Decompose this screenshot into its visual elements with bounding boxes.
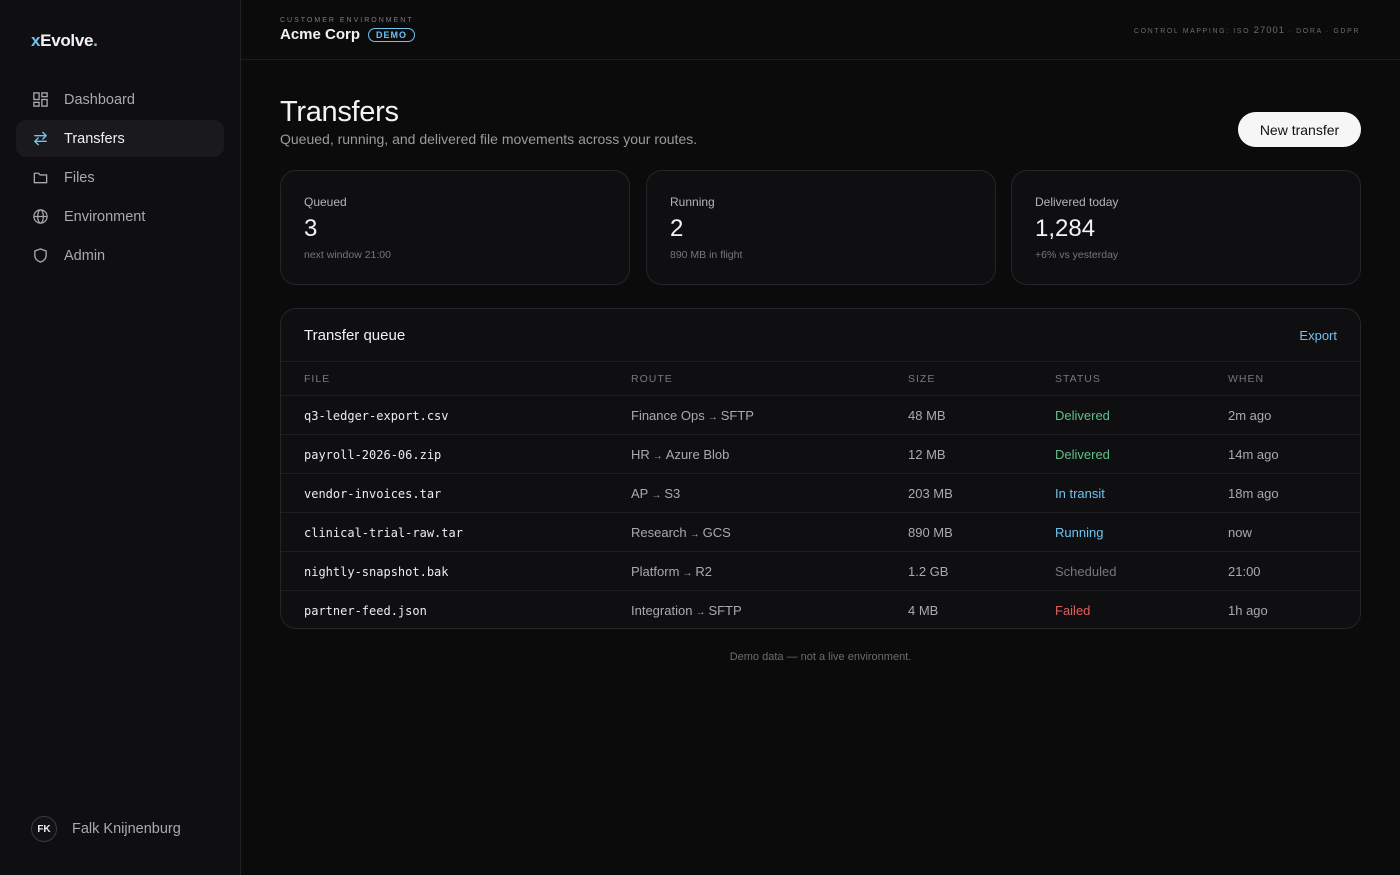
stat-note: +6% vs yesterday [1035,249,1119,261]
route: Finance Ops → SFTP [631,408,754,423]
control-mapping: Control mapping: ISO 27001 · DORA · GDPR [1133,25,1360,36]
sidebar-item-label: Transfers [64,130,125,147]
column-header-status[interactable]: Status [1055,373,1101,385]
timestamp: 2m ago [1228,408,1272,423]
timestamp: 21:00 [1228,564,1261,579]
status: Delivered [1055,447,1110,462]
dashboard-icon [31,91,49,109]
table-body: q3-ledger-export.csv Finance Ops → SFTP 48… [281,396,1360,628]
status: Running [1055,525,1104,540]
environment-name: Acme Corp [280,26,361,43]
status: Delivered [1055,408,1110,423]
sidebar-item-label: Files [64,169,95,186]
sidebar: xEvolve. Dashboard Transfers Files Envir… [0,0,241,875]
column-header-size[interactable]: Size [908,373,936,385]
stat-label: Running [670,195,715,209]
demo-disclaimer: Demo data — not a live environment. [729,651,912,663]
timestamp: now [1228,525,1252,540]
sidebar-item-label: Admin [64,247,106,264]
stat-card-delivered: Delivered today 1,284 +6% vs yesterday [1011,170,1361,285]
table-row[interactable]: payroll-2026-06.zip HR → Azure Blob 12 MB … [281,435,1360,474]
transfer-arrows-icon [31,130,49,148]
shield-icon [31,247,49,265]
avatar: FK [31,816,57,842]
file-name: nightly-snapshot.bak [304,565,449,579]
globe-icon [31,208,49,226]
status: Scheduled [1055,564,1117,579]
timestamp: 1h ago [1228,603,1268,618]
timestamp: 14m ago [1228,447,1279,462]
status: In transit [1055,486,1105,501]
file-size: 48 MB [908,408,946,423]
column-header-when[interactable]: When [1228,373,1265,385]
page-subtitle: Queued, running, and delivered file move… [280,131,698,147]
stat-value: 2 [670,215,684,242]
status: Failed [1055,603,1091,618]
file-size: 4 MB [908,603,939,618]
file-size: 1.2 GB [908,564,949,579]
new-transfer-button[interactable]: New transfer [1238,112,1361,147]
file-size: 12 MB [908,447,946,462]
sidebar-item-environment[interactable]: Environment [16,198,224,235]
stat-value: 1,284 [1035,215,1096,242]
page-title: Transfers [280,96,399,128]
table-row[interactable]: q3-ledger-export.csv Finance Ops → SFTP 48… [281,396,1360,435]
user-name: Falk Knijnenburg [72,821,181,837]
route: Research → GCS [631,525,731,540]
route: Integration → SFTP [631,603,742,618]
table-row[interactable]: nightly-snapshot.bak Platform → R2 1.2 GB … [281,552,1360,591]
file-name: q3-ledger-export.csv [304,409,449,423]
user-profile[interactable]: FK Falk Knijnenburg [31,816,181,842]
table-row[interactable]: partner-feed.json Integration → SFTP 4 MB … [281,591,1360,628]
top-header: Customer environment Acme Corp DEMO Cont… [241,0,1400,60]
environment-label: Customer environment [280,17,414,24]
file-size: 890 MB [908,525,953,540]
folder-icon [31,169,49,187]
sidebar-item-admin[interactable]: Admin [16,237,224,274]
export-link[interactable]: Export [1299,328,1337,343]
column-header-file[interactable]: File [304,373,331,385]
transfer-queue-table: Transfer queue Export File Route Size St… [280,308,1361,629]
demo-badge: DEMO [368,28,415,42]
stat-card-queued: Queued 3 next window 21:00 [280,170,630,285]
timestamp: 18m ago [1228,486,1279,501]
file-name: partner-feed.json [304,604,427,618]
stat-note: 890 MB in flight [670,249,743,261]
stat-note: next window 21:00 [304,249,391,261]
stat-label: Delivered today [1035,195,1119,209]
stat-value: 3 [304,215,318,242]
file-name: vendor-invoices.tar [304,487,442,501]
route: Platform → R2 [631,564,713,579]
table-title: Transfer queue [304,327,406,344]
file-name: payroll-2026-06.zip [304,448,442,462]
file-size: 203 MB [908,486,953,501]
sidebar-nav: Dashboard Transfers Files Environment Ad… [16,81,224,276]
sidebar-item-transfers[interactable]: Transfers [16,120,224,157]
table-row[interactable]: clinical-trial-raw.tar Research → GCS 890 … [281,513,1360,552]
sidebar-item-dashboard[interactable]: Dashboard [16,81,224,118]
sidebar-item-label: Environment [64,208,146,225]
table-row[interactable]: vendor-invoices.tar AP → S3 203 MB In tran… [281,474,1360,513]
column-header-route[interactable]: Route [631,373,673,385]
stat-label: Queued [304,195,347,209]
route: AP → S3 [631,486,681,501]
table-header: File Route Size Status When [281,361,1360,396]
brand-logo[interactable]: xEvolve. [31,31,98,50]
stat-card-running: Running 2 890 MB in flight [646,170,996,285]
file-name: clinical-trial-raw.tar [304,526,463,540]
sidebar-item-files[interactable]: Files [16,159,224,196]
sidebar-item-label: Dashboard [64,91,135,108]
route: HR → Azure Blob [631,447,730,462]
